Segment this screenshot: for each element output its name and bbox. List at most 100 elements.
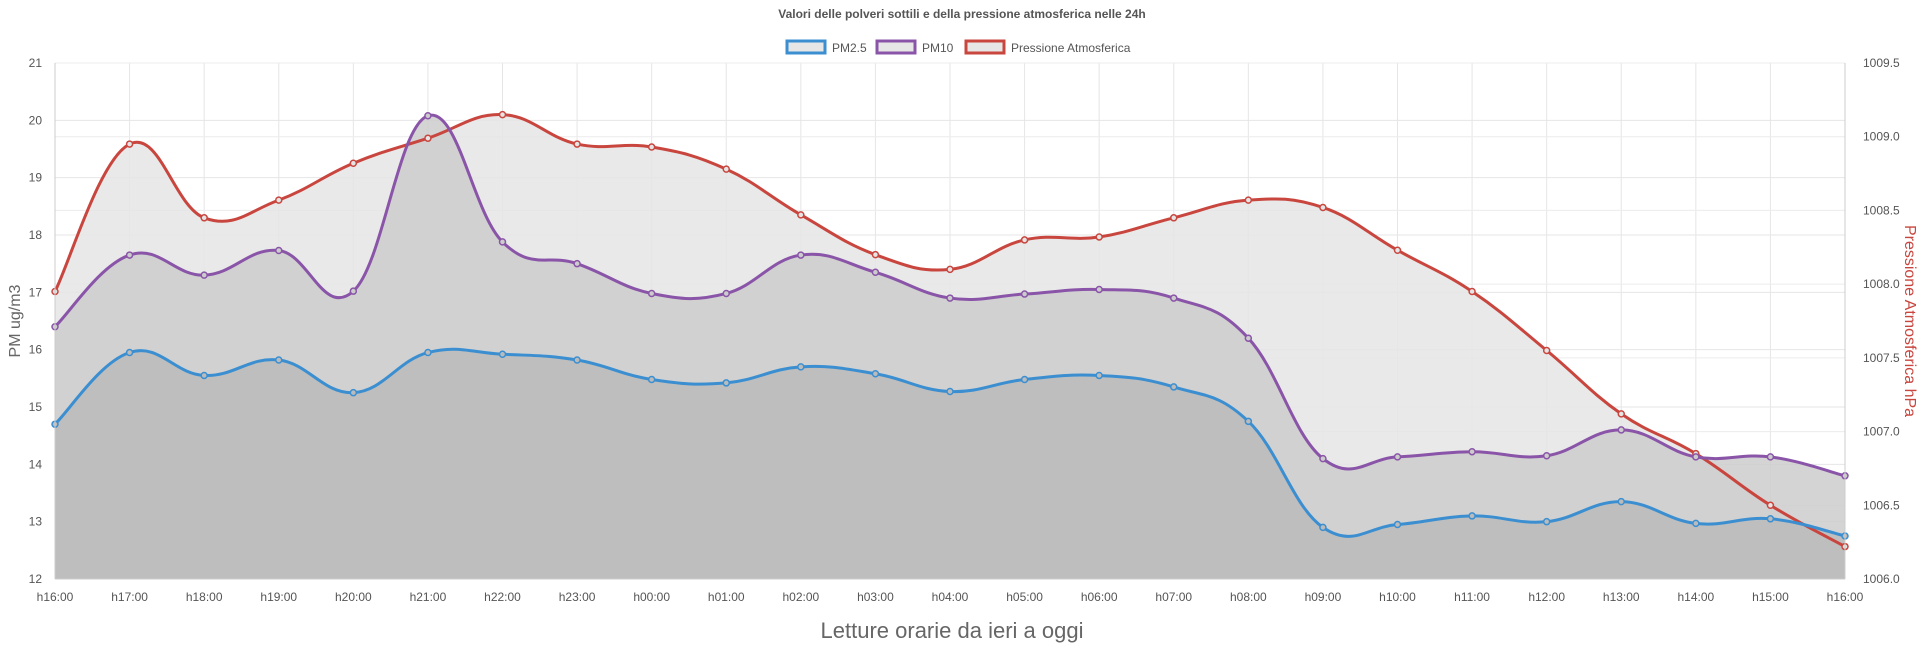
x-tick-label: h11:00	[1454, 590, 1490, 604]
y-right-tick-label: 1006.5	[1863, 498, 1900, 512]
x-tick-label: h14:00	[1677, 590, 1714, 604]
point-pressione-atmosferica	[1617, 410, 1625, 418]
point-pressione-atmosferica	[871, 250, 880, 259]
point-pm10	[125, 251, 134, 259]
point-pm2-5	[200, 371, 208, 380]
y-left-tick-label: 15	[29, 400, 43, 414]
point-pressione-atmosferica	[1170, 214, 1178, 222]
y-left-tick-label: 16	[29, 343, 43, 357]
series-points	[51, 110, 1849, 551]
point-pm2-5	[871, 369, 880, 378]
point-pm2-5	[573, 356, 581, 364]
point-pm10	[1468, 447, 1476, 456]
y-right-tick-label: 1007.5	[1863, 351, 1900, 365]
point-pm10	[1319, 454, 1327, 463]
x-tick-label: h12:00	[1528, 590, 1565, 604]
y-right-tick-label: 1007.0	[1863, 425, 1900, 439]
point-pm2-5	[1095, 371, 1103, 380]
point-pm10	[647, 289, 656, 298]
x-tick-label: h21:00	[410, 590, 447, 604]
x-tick-label: h02:00	[782, 590, 819, 604]
point-pm10	[722, 289, 730, 298]
legend-swatch-pm2-5	[785, 39, 827, 55]
y-left-tick-label: 21	[29, 56, 43, 70]
legend-swatch-pressione-atmosferica	[964, 39, 1006, 55]
x-tick-label: h13:00	[1603, 590, 1640, 604]
point-pm2-5	[1319, 523, 1327, 532]
y-left-tick-label: 18	[29, 228, 43, 242]
point-pressione-atmosferica	[1095, 233, 1103, 241]
chart-title: Valori delle polveri sottili e della pre…	[778, 7, 1145, 21]
point-pm2-5	[1542, 517, 1551, 526]
legend-label-pm2-5: PM2.5	[832, 41, 867, 55]
y-left-tick-label: 13	[29, 515, 43, 529]
point-pressione-atmosferica	[722, 165, 730, 173]
point-pm2-5	[275, 356, 283, 364]
legend-label-pressione-atmosferica: Pressione Atmosferica	[1011, 41, 1131, 55]
y-left-tick-label: 14	[29, 457, 43, 471]
point-pm10	[349, 287, 358, 295]
x-tick-label: h16:00	[37, 590, 74, 604]
point-pressione-atmosferica	[1766, 501, 1775, 510]
x-tick-label: h03:00	[857, 590, 894, 604]
x-tick-label: h10:00	[1379, 590, 1416, 604]
point-pressione-atmosferica	[797, 211, 805, 219]
y-left-tick-label: 12	[29, 572, 43, 586]
y-axis-right-title: Pressione Atmosferica hPa	[1901, 225, 1917, 417]
point-pressione-atmosferica	[498, 110, 507, 119]
area-pm2-5	[55, 349, 1845, 579]
point-pm2-5	[797, 363, 805, 371]
legend-swatch-pm10	[875, 39, 917, 55]
point-pm10	[1617, 426, 1625, 434]
point-pressione-atmosferica	[1542, 346, 1551, 355]
point-pm10	[1244, 334, 1253, 342]
x-tick-label: h04:00	[932, 590, 969, 604]
point-pm2-5	[1468, 512, 1476, 520]
point-pm10	[573, 259, 581, 268]
point-pm10	[871, 268, 880, 277]
y-left-tick-label: 17	[29, 285, 43, 299]
point-pressione-atmosferica	[275, 196, 283, 204]
point-pressione-atmosferica	[946, 265, 954, 274]
x-tick-label: h16:00	[1827, 590, 1864, 604]
legend-label-pm10: PM10	[922, 41, 954, 55]
x-tick-label: h17:00	[111, 590, 148, 604]
point-pressione-atmosferica	[200, 214, 208, 222]
point-pressione-atmosferica	[125, 140, 134, 148]
y-right-tick-label: 1008.5	[1863, 203, 1900, 217]
point-pressione-atmosferica	[1244, 196, 1253, 204]
y-right-tick-label: 1006.0	[1863, 572, 1900, 586]
point-pm2-5	[1617, 497, 1625, 506]
y-left-tick-label: 19	[29, 171, 43, 185]
point-pm10	[1170, 294, 1178, 302]
point-pressione-atmosferica	[424, 134, 432, 142]
point-pm2-5	[946, 387, 954, 396]
point-pm2-5	[125, 348, 134, 357]
x-tick-label: h07:00	[1155, 590, 1192, 604]
point-pm2-5	[647, 375, 656, 384]
point-pm10	[797, 251, 805, 259]
point-pm2-5	[1692, 519, 1700, 528]
x-tick-label: h18:00	[186, 590, 223, 604]
series-areas	[55, 114, 1845, 579]
x-tick-label: h05:00	[1006, 590, 1043, 604]
line-pm10	[53, 113, 1846, 478]
y-right-tick-label: 1009.0	[1863, 130, 1900, 144]
point-pressione-atmosferica	[349, 159, 358, 168]
point-pressione-atmosferica	[1319, 203, 1327, 212]
point-pressione-atmosferica	[1020, 236, 1029, 244]
point-pm10	[1020, 290, 1029, 298]
y-right-tick-label: 1009.5	[1863, 56, 1900, 70]
point-pm10	[1692, 453, 1700, 461]
point-pm10	[275, 246, 283, 255]
x-tick-label: h06:00	[1081, 590, 1118, 604]
point-pm10	[424, 111, 432, 120]
point-pm10	[200, 271, 208, 279]
point-pm2-5	[1170, 383, 1178, 391]
x-tick-label: h23:00	[559, 590, 596, 604]
point-pm2-5	[1244, 417, 1253, 426]
y-right-tick-label: 1008.0	[1863, 277, 1900, 291]
legend: PM2.5 PM10 Pressione Atmosferica	[785, 39, 1131, 55]
